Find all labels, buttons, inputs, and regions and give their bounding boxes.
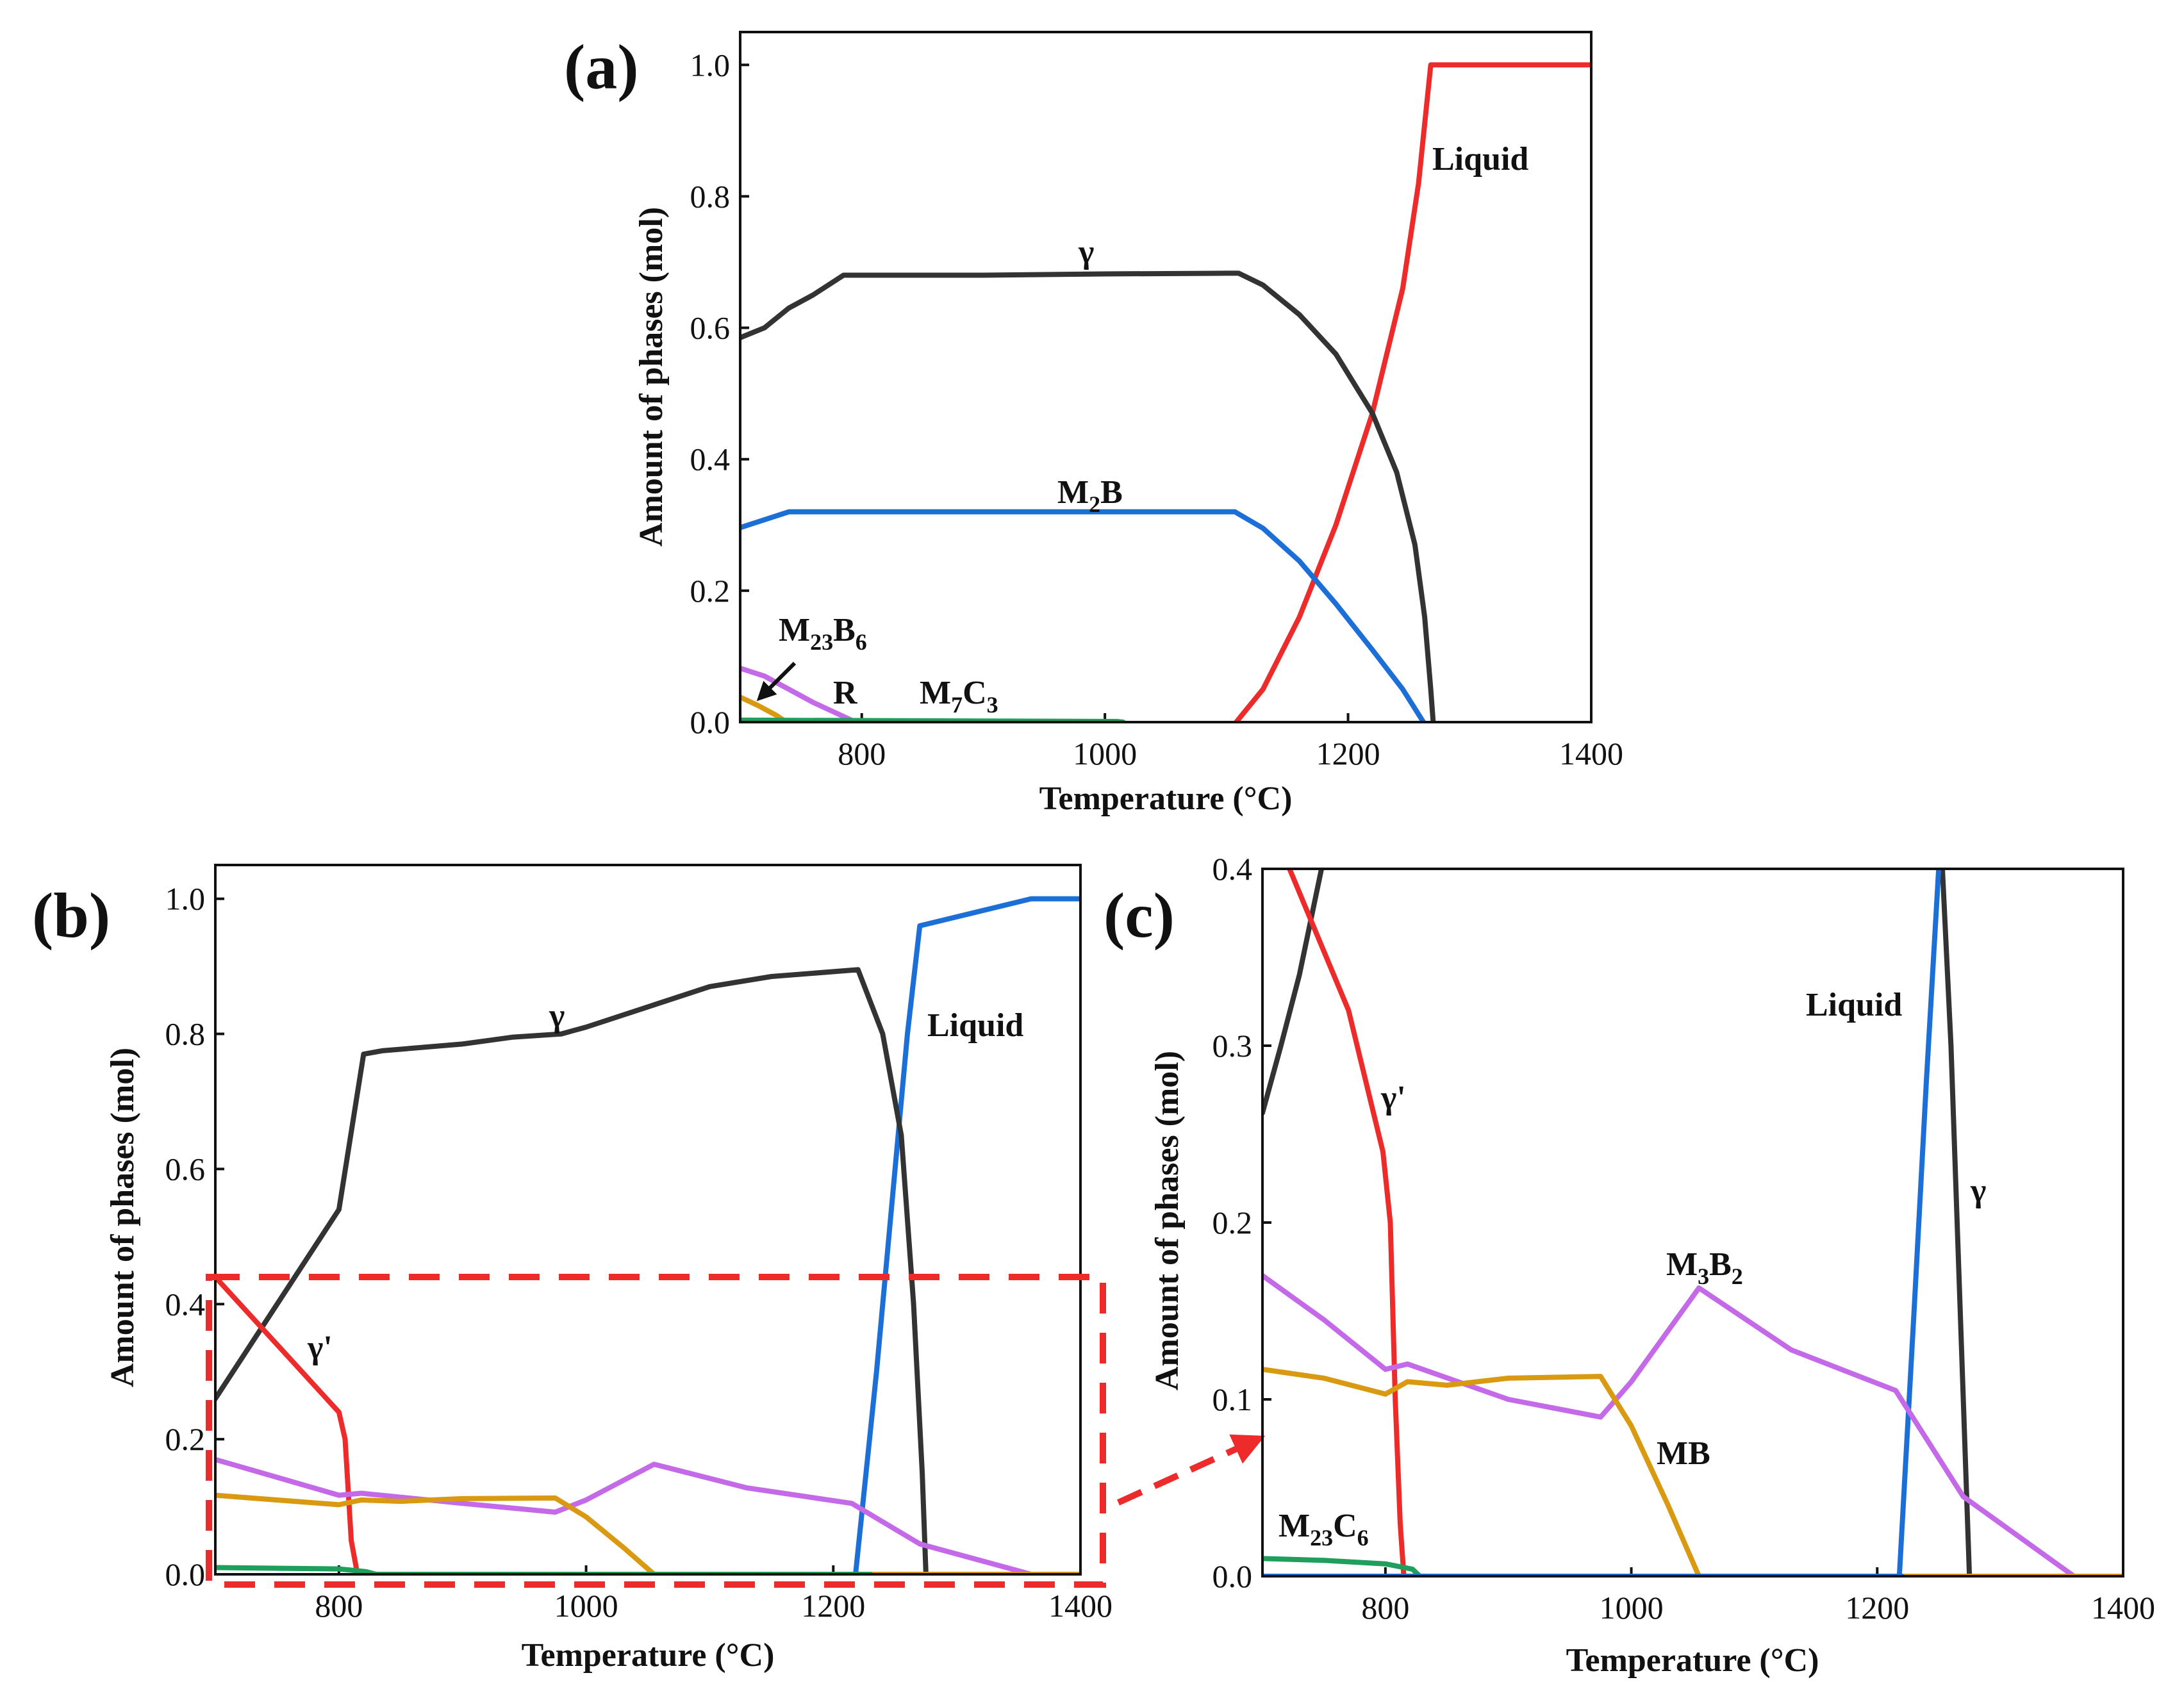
panel-c-y-tick-label: 0.2: [1212, 1205, 1253, 1240]
panel-c-gamma-label: γ: [1970, 1173, 1986, 1209]
panel-b-plot-area: 800 1000 1200 1400 0.0 0.2 0.4 0.6 0.8 1.0: [165, 881, 1113, 1624]
panel-b-series--: [215, 967, 929, 1574]
panel-b-x-tick-label: 1400: [1048, 1588, 1113, 1624]
panel-a-x-tick-label: 1200: [1316, 736, 1380, 771]
panel-c-x-tick-label: 1200: [1845, 1590, 1909, 1626]
panel-c-y-tick-label: 0.4: [1212, 851, 1253, 887]
panel-c-y-tick-label: 0.0: [1212, 1558, 1253, 1594]
panel-c-series-m-b-: [1262, 1273, 2077, 1576]
panel-b-x-tick-label: 1200: [801, 1588, 865, 1624]
panel-c-liquid-label: Liquid: [1806, 987, 1902, 1023]
panel-a-y-tick-label: 0.0: [690, 704, 731, 740]
panel-a-series-liquid: [1234, 62, 1591, 722]
panel-c-series-liquid: [1896, 869, 1942, 1576]
panel-c-series--: [1287, 869, 1407, 1576]
panel-c-x-tick-label: 1000: [1600, 1590, 1664, 1626]
panel-c: (c) 800 1000 1200 1400 0.0 0.1 0.2 0.3 0.4 Tempe…: [1104, 851, 2155, 1679]
panel-b-series-group: [215, 896, 1080, 1574]
panel-b-frame: [214, 864, 1082, 1576]
panel-a-series-m-b-: [740, 665, 859, 722]
panel-c-m3b2-label: M3B2: [1666, 1246, 1743, 1289]
panel-a-y-title: Amount of phases (mol): [633, 207, 670, 547]
panel-b-series-m-b-: [215, 1456, 1034, 1574]
panel-c-x-tick-label: 1400: [2091, 1590, 2155, 1626]
panel-b-x-tick-label: 1000: [554, 1588, 618, 1624]
panel-a-series--: [740, 270, 1436, 722]
panel-c-label: (c): [1104, 880, 1175, 951]
panel-a-plot-area: 800 1000 1200 1400 0.0 0.2 0.4 0.6 0.8 1.0: [690, 47, 1624, 771]
panel-a-y-tick-label: 1.0: [690, 47, 731, 83]
panel-a-y-tick-label: 0.8: [690, 178, 731, 214]
panel-b-y-tick-label: 0.0: [165, 1556, 206, 1592]
panel-b-x-title: Temperature (°C): [522, 1637, 775, 1674]
panel-c-y-tick-label: 0.1: [1212, 1381, 1253, 1417]
panel-b-series-mb: [215, 1492, 1080, 1574]
panel-b-series-liquid: [853, 896, 1080, 1574]
panel-c-x-tick-label: 800: [1361, 1590, 1409, 1626]
panel-b-y-tick-label: 0.4: [165, 1286, 206, 1322]
panel-c-gamma-prime-label: γ': [1380, 1080, 1406, 1116]
panel-a-gamma-label: γ: [1078, 234, 1094, 270]
panel-a-x-tick-label: 1000: [1073, 736, 1137, 771]
panel-b-series-m-c-: [215, 1565, 873, 1574]
panel-b-gamma-label: γ: [549, 998, 565, 1034]
panel-b-x-tick-label: 800: [315, 1588, 363, 1624]
panel-b-y-tick-label: 0.8: [165, 1016, 206, 1052]
panel-a-r-label: R: [833, 675, 858, 711]
panel-b-gamma-prime-label: γ': [307, 1330, 333, 1366]
panel-b-y-title: Amount of phases (mol): [104, 1048, 141, 1387]
panel-c-series--high-t-: [1940, 869, 1973, 1576]
panel-b-series--: [215, 1274, 360, 1574]
panel-b-label: (b): [32, 880, 110, 951]
panel-c-x-title: Temperature (°C): [1566, 1642, 1819, 1679]
panel-c-series-group: [1262, 869, 2123, 1576]
panel-a-y-tick-label: 0.6: [690, 310, 731, 346]
panel-c-series-mb: [1262, 1367, 2123, 1576]
panel-b-zoom-arrow: [1116, 1434, 1266, 1506]
panel-a: (a) 800 1000 1200 1400 0.0 0.2 0.4 0.6 0.8 1.0 Te…: [564, 31, 1623, 817]
panel-a-label: (a): [564, 31, 639, 103]
panel-a-y-tick-label: 0.4: [690, 441, 731, 477]
panel-c-frame: [1261, 868, 2124, 1578]
panel-a-frame: [739, 31, 1592, 723]
panel-c-series-m-c-: [1262, 1556, 1708, 1576]
panel-a-x-tick-label: 800: [838, 736, 886, 771]
panel-b-y-tick-label: 0.2: [165, 1421, 206, 1457]
panel-b-y-tick-label: 0.6: [165, 1151, 206, 1187]
panel-c-y-tick-label: 0.3: [1212, 1028, 1253, 1064]
panel-b-liquid-label: Liquid: [927, 1007, 1023, 1044]
panel-c-series--: [1262, 869, 1325, 1116]
panel-a-series-m-b: [740, 509, 1427, 722]
panel-a-liquid-label: Liquid: [1432, 141, 1528, 177]
panel-c-y-title: Amount of phases (mol): [1149, 1051, 1186, 1390]
panel-a-m23b6-label: M23B6: [779, 612, 867, 655]
panel-c-plot-area: 800 1000 1200 1400 0.0 0.1 0.2 0.3 0.4: [1212, 851, 2156, 1626]
panel-b-zoom-box: [206, 1274, 1106, 1588]
panel-b-y-tick-label: 1.0: [165, 881, 206, 917]
panel-c-m23c6-label: M23C6: [1278, 1508, 1369, 1551]
panel-b: (b) 800 1000 1200 1400 0.0 0.2 0.4 0.6 0.8 1.0 Te…: [32, 864, 1266, 1674]
panel-a-m23b6-arrow: [756, 661, 797, 702]
panel-a-x-tick-label: 1400: [1559, 736, 1623, 771]
panel-c-mb-label: MB: [1657, 1435, 1710, 1472]
panel-a-y-tick-label: 0.2: [690, 573, 731, 609]
panel-a-x-title: Temperature (°C): [1039, 780, 1293, 817]
panel-a-m2b-label: M2B: [1057, 474, 1123, 517]
panel-a-m7c3-label: M7C3: [920, 675, 998, 718]
